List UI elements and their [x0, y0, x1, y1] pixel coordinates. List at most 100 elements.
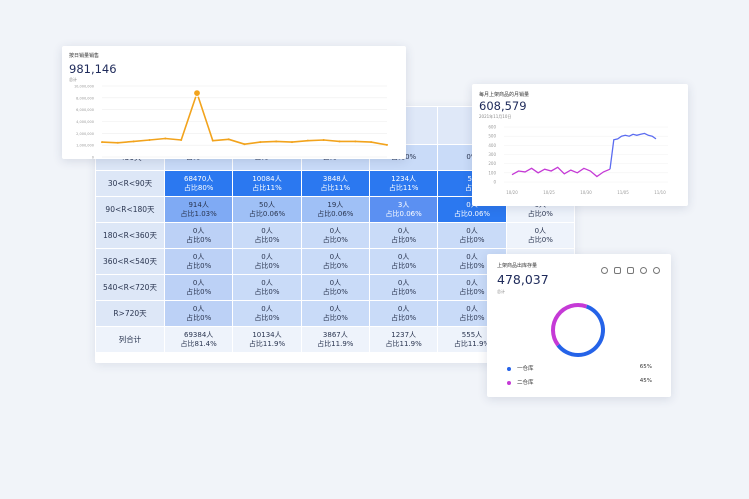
- row-label: 360<R<540天: [95, 248, 165, 275]
- legend-dot: [507, 380, 511, 385]
- cell-percent: 占比0%: [459, 235, 485, 244]
- inventory-card: 上架商品出库存量 478,037 总计 一仓库 65% 二仓库 45%: [487, 254, 671, 397]
- data-point: [243, 143, 246, 146]
- cell-count: 0人: [397, 278, 410, 287]
- cell-count: 0人: [397, 252, 410, 261]
- heat-cell: 0人占比0%: [300, 274, 370, 301]
- cell-percent: 占比0%: [186, 235, 212, 244]
- data-point: [338, 140, 341, 143]
- cell-count: 0人: [192, 252, 205, 261]
- cell-count: 3人: [397, 200, 410, 209]
- donut-slice: [556, 304, 605, 357]
- cell-percent: 占比0%: [391, 235, 417, 244]
- series-line: [101, 92, 388, 146]
- cell-count: 69384人: [184, 330, 214, 339]
- heat-cell: 10084人 占比11%: [232, 170, 302, 197]
- monthly-sales-line-chart: 600 500 400 300 200 100 0 10/20 10/25 10/30 11/05 1…: [488, 125, 668, 195]
- monthly-sales-card: 每月上架商品的月销量 608,579 2021年11月10日 600 500 400…: [472, 84, 688, 206]
- cell-count: 0人: [192, 304, 205, 313]
- legend-percent: 65%: [639, 364, 652, 370]
- cell-percent: 占比0%: [186, 313, 212, 322]
- heat-cell: 0人占比0%: [368, 274, 439, 301]
- x-tick-label: 10/20: [506, 190, 518, 195]
- refresh-icon[interactable]: [601, 267, 608, 274]
- data-point: [306, 139, 309, 142]
- heat-cell: 0人占比0%: [505, 222, 576, 249]
- x-tick-label: 10/30: [580, 190, 592, 195]
- total-cell: 69384人 占比81.4%: [163, 326, 234, 353]
- cell-count: 0人: [466, 252, 478, 261]
- data-point: [132, 140, 135, 143]
- table-row: 360<R<540天 0人 占比0% 0人 占比0% 0人 占比0% 0人 占比0% 0人 占比0%: [95, 248, 576, 275]
- cell-percent: 占比0%: [391, 287, 417, 296]
- legend-item-warehouse-2: 二仓库 45%: [507, 378, 652, 386]
- data-point: [227, 138, 230, 141]
- cell-percent: 占比11.9%: [453, 339, 491, 348]
- row-label: 列合计: [95, 326, 165, 353]
- y-tick-label: 10,000,000: [74, 85, 94, 89]
- y-tick-label: 1,000,000: [76, 144, 94, 148]
- data-point: [116, 141, 119, 144]
- cell-percent: 占比0.06%: [385, 209, 422, 218]
- info-icon[interactable]: [640, 267, 647, 274]
- cell-count: 10134人: [252, 330, 282, 339]
- card-value: 981,146: [69, 62, 117, 76]
- heat-cell: 0人占比0%: [163, 274, 234, 301]
- card-subtitle: 总计: [497, 289, 505, 294]
- data-point: [101, 141, 103, 144]
- cell-percent: 占比0%: [322, 287, 348, 296]
- data-point: [211, 139, 214, 142]
- data-point: [180, 138, 183, 141]
- cell-percent: 占比0%: [254, 235, 280, 244]
- legend-label: 二仓库: [517, 380, 534, 386]
- expand-icon[interactable]: [627, 267, 634, 274]
- card-value: 478,037: [497, 272, 549, 287]
- cell-percent: 占比11%: [388, 183, 419, 192]
- card-subtitle: 2021年11月10日: [479, 114, 512, 119]
- cell-count: 0人: [466, 304, 478, 313]
- heat-cell: 0人占比0%: [232, 222, 302, 249]
- heat-cell: 0人占比0%: [437, 222, 507, 249]
- cell-percent: 占比81.4%: [180, 339, 217, 348]
- edit-icon[interactable]: [614, 267, 621, 274]
- cell-percent: 占比0.06%: [453, 209, 491, 218]
- daily-sales-line-chart: 10,000,000 8,000,000 6,000,000 4,000,000 2,0…: [74, 85, 388, 160]
- legend-label: 一仓库: [517, 366, 534, 372]
- data-point: [193, 89, 201, 97]
- cell-percent: 占比0%: [186, 287, 212, 296]
- cell-count: 0人: [397, 226, 410, 235]
- cell-percent: 占比0%: [391, 313, 417, 322]
- data-point: [354, 140, 357, 143]
- bell-icon[interactable]: [653, 267, 660, 274]
- heat-cell: 0人占比0%: [300, 300, 370, 327]
- cell-count: 0人: [466, 226, 478, 235]
- card-value: 608,579: [479, 99, 527, 113]
- row-label: R>720天: [95, 300, 165, 327]
- cell-count: 3867人: [322, 330, 348, 339]
- row-label: 180<R<360天: [95, 222, 165, 249]
- y-tick-label: 100: [488, 170, 496, 175]
- legend-dot: [507, 366, 511, 371]
- cell-percent: 占比11.9%: [385, 339, 422, 348]
- cell-count: 0人: [261, 304, 273, 313]
- heat-cell: 0人占比0%: [232, 248, 302, 275]
- row-label: 90<R<180天: [95, 196, 165, 223]
- data-point: [148, 138, 151, 141]
- y-tick-label: 0: [92, 156, 94, 160]
- row-label: 30<R<90天: [95, 170, 165, 197]
- legend-item-warehouse-1: 一仓库 65%: [507, 364, 652, 372]
- cell-count: 10084人: [252, 174, 282, 183]
- cell-percent: 占比0%: [322, 235, 348, 244]
- cell-count: 0人: [192, 278, 205, 287]
- x-tick-label: 10/25: [543, 190, 555, 195]
- series-line: [609, 132, 657, 170]
- heat-cell: 0人占比0%: [163, 248, 234, 275]
- cell-count: 0人: [329, 226, 342, 235]
- cell-percent: 占比0.06%: [317, 209, 354, 218]
- cell-percent: 占比0.06%: [248, 209, 286, 218]
- heat-cell: 0人占比0%: [163, 300, 234, 327]
- y-tick-label: 4,000,000: [76, 120, 94, 124]
- cell-count: 0人: [329, 252, 342, 261]
- cell-percent: 占比0%: [254, 313, 280, 322]
- heat-cell: 3848人 占比11%: [300, 170, 370, 197]
